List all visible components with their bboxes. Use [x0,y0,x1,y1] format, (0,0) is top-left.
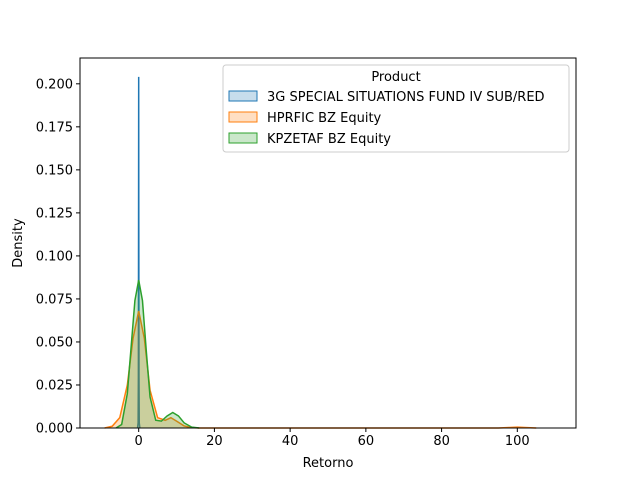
density-area-2 [115,280,200,428]
y-tick-label: 0.125 [36,206,73,221]
y-tick-label: 0.175 [36,120,73,135]
legend-label: HPRFIC BZ Equity [267,111,382,126]
x-axis: 0 20 40 60 80 100 [135,428,530,449]
legend-swatch [228,132,258,144]
x-tick-label: 40 [282,434,299,449]
x-tick-label: 100 [505,434,530,449]
x-tick-label: 60 [358,434,375,449]
x-axis-label: Retorno [303,456,354,471]
y-tick-label: 0.150 [36,163,73,178]
x-tick-label: 0 [135,434,143,449]
legend-label: KPZETAF BZ Equity [267,132,391,147]
legend-label: 3G SPECIAL SITUATIONS FUND IV SUB/RED [267,90,545,105]
density-line-0 [136,76,141,429]
y-tick-label: 0.075 [36,292,73,307]
y-tick-label: 0.100 [36,249,73,264]
y-axis-label: Density [11,218,26,268]
y-tick-label: 0.025 [36,378,73,393]
legend-title: Product [371,70,420,85]
plot-frame [79,57,577,429]
legend-swatch [228,111,258,123]
y-tick-label: 0.200 [36,77,73,92]
y-tick-label: 0.000 [36,422,73,437]
legend-items: 3G SPECIAL SITUATIONS FUND IV SUB/RED HPR… [228,90,545,147]
x-tick-label: 20 [206,434,223,449]
density-line-2 [115,279,200,429]
y-axis: 0.000 0.025 0.050 0.075 0.100 0.125 0.150 0.175… [36,77,80,437]
legend-box [222,64,570,153]
legend: Product 3G SPECIAL SITUATIONS FUND IV SU… [222,64,570,153]
y-tick-label: 0.050 [36,335,73,350]
density-line-1 [104,310,537,429]
x-tick-label: 80 [433,434,450,449]
density-area-1 [104,310,537,428]
legend-swatch [228,90,258,102]
